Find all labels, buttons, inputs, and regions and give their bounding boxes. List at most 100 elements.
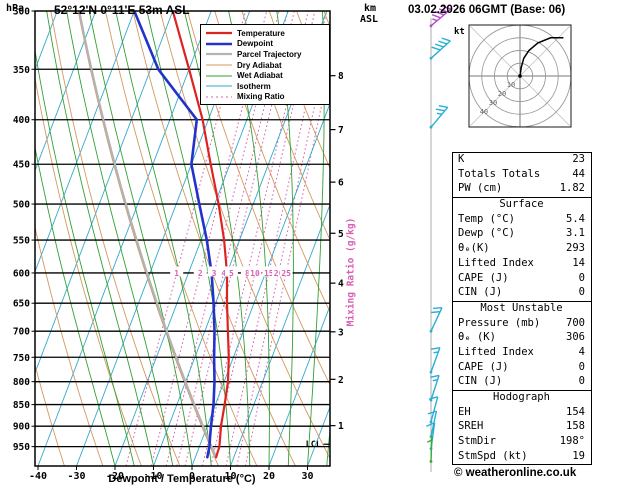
stats-value: 44: [572, 167, 585, 180]
svg-text:5: 5: [229, 269, 234, 278]
stats-value: 700: [566, 316, 585, 329]
wind-barb: [427, 435, 433, 463]
stats-section: K 23 Totals Totals 44 PW (cm) 1.82: [453, 153, 591, 197]
svg-text:3: 3: [338, 327, 344, 338]
wind-barb-column: [426, 5, 452, 472]
pressure-axis-unit: hPa: [6, 3, 25, 14]
svg-text:6: 6: [338, 178, 344, 189]
parcel-trajectory-curve: [78, 11, 218, 459]
hodograph-trace: [519, 37, 564, 77]
lcl-label: LCL: [306, 440, 321, 450]
stats-row: StmSpd (kt) 19: [453, 450, 591, 465]
stats-row: Totals Totals 44: [453, 168, 591, 183]
stats-row: Dewp (°C) 3.1: [453, 227, 591, 242]
sounding-profiles: [78, 11, 230, 459]
plot-frame: [34, 10, 331, 467]
wind-barb: [429, 37, 451, 60]
svg-text:10: 10: [507, 81, 515, 89]
stats-label: Lifted Index: [458, 345, 534, 358]
svg-text:600: 600: [13, 268, 30, 279]
legend-item-label: Mixing Ratio: [237, 92, 285, 102]
legend-line-sample: [206, 75, 232, 77]
stats-row: CAPE (J) 0: [453, 272, 591, 287]
legend-line-sample: [206, 53, 232, 56]
legend-item-label: Isotherm: [237, 81, 271, 91]
legend-item: Dry Adiabat: [205, 60, 329, 71]
svg-text:900: 900: [13, 422, 30, 433]
svg-text:300: 300: [13, 7, 30, 18]
wind-barb: [428, 396, 439, 424]
legend-item-label: Wet Adiabat: [237, 71, 283, 81]
stats-value: 306: [566, 331, 585, 344]
svg-text:10: 10: [224, 471, 236, 482]
legend-item: Parcel Trajectory: [205, 49, 329, 60]
legend-item-label: Dewpoint: [237, 39, 273, 49]
altitude-axis-unit-km: km: [364, 3, 377, 14]
svg-text:4: 4: [338, 279, 344, 290]
dewpoint-curve: [133, 11, 216, 459]
svg-text:2: 2: [198, 269, 203, 278]
stats-label: Totals Totals: [458, 167, 541, 180]
stats-section-title: Hodograph: [493, 391, 550, 403]
svg-text:7: 7: [338, 125, 344, 136]
svg-text:40: 40: [480, 108, 488, 116]
legend-item-label: Temperature: [237, 28, 285, 38]
legend-line-sample: [206, 85, 232, 87]
stats-value: 4: [578, 345, 585, 358]
stats-label: EH: [458, 405, 471, 418]
stats-label: SREH: [458, 420, 484, 433]
svg-text:-10: -10: [144, 471, 162, 482]
hodograph-frame: [468, 24, 572, 128]
stats-row: K 23: [453, 153, 591, 168]
stats-row: Lifted Index 4: [453, 346, 591, 361]
svg-text:400: 400: [13, 115, 30, 126]
stats-row: θₑ (K) 306: [453, 331, 591, 346]
stats-label: Temp (°C): [458, 212, 515, 225]
legend: Temperature Dewpoint Parcel Trajectory Dry …: [200, 24, 330, 106]
stats-row: SREH 158: [453, 420, 591, 435]
stats-value: 154: [566, 405, 585, 418]
svg-text:10: 10: [250, 269, 260, 278]
stats-label: CIN (J): [458, 286, 503, 299]
stats-label: StmDir: [458, 435, 496, 448]
svg-text:25: 25: [281, 269, 291, 278]
skewt-background-lines: [35, 11, 330, 466]
stats-section: Hodograph EH 154 SREH 158 StmDir 198° StmSpd (k…: [453, 390, 591, 464]
svg-text:850: 850: [13, 400, 30, 411]
stats-row: CIN (J) 0: [453, 375, 591, 390]
svg-text:0: 0: [189, 471, 195, 482]
svg-text:1: 1: [174, 269, 179, 278]
temperature-curve: [171, 11, 230, 459]
svg-text:8: 8: [245, 269, 250, 278]
station-title: 52°12'N 0°11'E 53m ASL: [54, 3, 190, 17]
copyright: © weatheronline.co.uk: [454, 467, 577, 479]
svg-text:-20: -20: [106, 471, 124, 482]
svg-text:-40: -40: [29, 471, 47, 482]
stats-row: CAPE (J) 0: [453, 361, 591, 376]
svg-text:2: 2: [338, 375, 344, 386]
stats-value: 198°: [559, 435, 585, 448]
stats-value: 0: [578, 375, 585, 388]
stats-value: 14: [572, 256, 585, 269]
legend-item: Isotherm: [205, 81, 329, 92]
svg-text:20: 20: [274, 269, 284, 278]
stats-row: θₑ(K) 293: [453, 242, 591, 257]
svg-text:800: 800: [13, 377, 30, 388]
stats-value: 23: [572, 153, 585, 165]
stats-row: Temp (°C) 5.4: [453, 213, 591, 228]
axis-labels: 3003504004505005506006507007508008509009…: [13, 7, 344, 483]
stats-row: Lifted Index 14: [453, 257, 591, 272]
svg-text:650: 650: [13, 299, 30, 310]
stats-label: StmSpd (kt): [458, 449, 528, 462]
svg-text:3: 3: [212, 269, 217, 278]
stats-value: 293: [566, 242, 585, 255]
svg-text:8: 8: [338, 71, 344, 82]
wind-barb: [429, 374, 440, 402]
legend-item: Mixing Ratio: [205, 92, 329, 103]
stats-value: 158: [566, 420, 585, 433]
stats-section: Most Unstable Pressure (mb) 700 θₑ (K) 306 Li…: [453, 300, 591, 390]
svg-text:1: 1: [338, 421, 344, 432]
svg-text:500: 500: [13, 200, 30, 211]
stats-label: CAPE (J): [458, 271, 509, 284]
legend-item: Wet Adiabat: [205, 70, 329, 81]
